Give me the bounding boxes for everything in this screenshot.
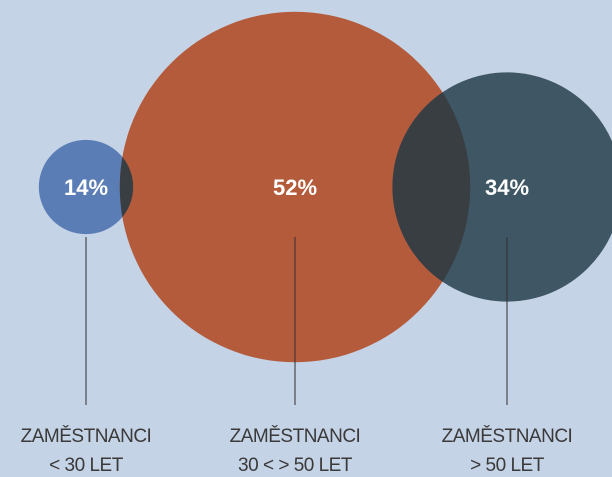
bubble	[38, 139, 134, 235]
overlap	[392, 72, 471, 302]
category-label: < 30 LET	[49, 455, 124, 476]
category-label: ZAMĚSTNANCI	[442, 425, 573, 447]
category-label: > 50 LET	[470, 455, 545, 476]
value-label: 14%	[64, 175, 108, 200]
value-label: 52%	[273, 175, 317, 200]
bubble	[119, 11, 471, 363]
value-label: 34%	[485, 175, 529, 200]
category-label: ZAMĚSTNANCI	[21, 425, 152, 447]
category-label: 30 < > 50 LET	[238, 455, 353, 476]
category-label: ZAMĚSTNANCI	[230, 425, 361, 447]
